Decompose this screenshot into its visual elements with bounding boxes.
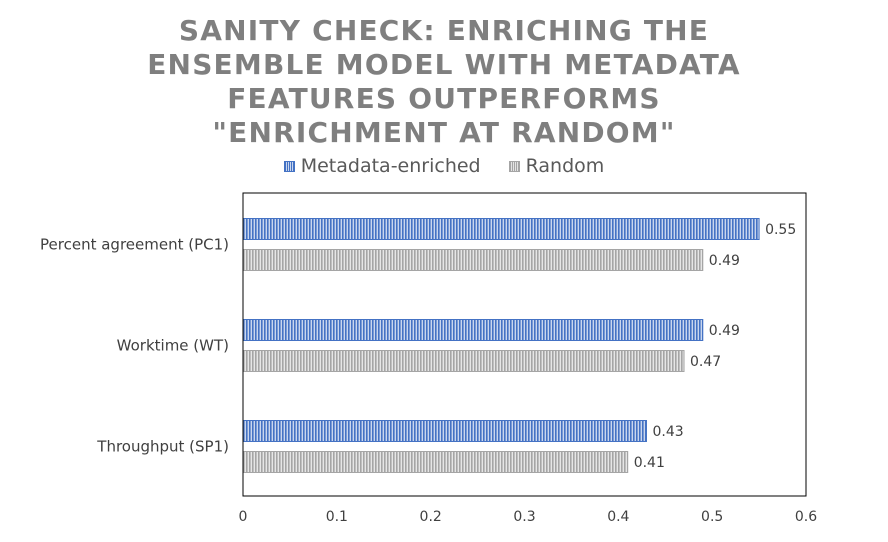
category-label: Percent agreement (PC1) [40, 236, 229, 254]
legend-label: Metadata-enriched [300, 155, 481, 177]
chart-title-line: "ENRICHMENT AT RANDOM" [212, 116, 676, 149]
x-tick-label: 0.1 [326, 509, 348, 525]
legend-item-metadata-enriched: Metadata-enriched [283, 155, 481, 177]
data-label: 0.43 [652, 424, 683, 440]
data-label: 0.49 [709, 253, 740, 269]
bar-metadata-enriched [242, 420, 647, 442]
x-tick-label: 0.4 [607, 509, 629, 525]
plot-area-border [242, 192, 807, 497]
bar-random [242, 350, 685, 372]
bars-group [242, 218, 760, 473]
bar-random [242, 249, 704, 271]
data-label: 0.49 [709, 323, 740, 339]
legend-label: Random [525, 155, 605, 177]
legend-swatch-metadata-enriched [283, 160, 295, 172]
data-label: 0.41 [634, 455, 665, 471]
data-label: 0.55 [765, 222, 796, 238]
chart-title-line: SANITY CHECK: ENRICHING THE [178, 14, 710, 47]
x-tick-label: 0 [239, 509, 248, 525]
category-label: Worktime (WT) [117, 337, 229, 355]
chart-title-line: ENSEMBLE MODEL WITH METADATA [147, 48, 741, 81]
x-tick-label: 0.2 [420, 509, 442, 525]
data-label: 0.47 [690, 354, 721, 370]
chart-title: SANITY CHECK: ENRICHING THE ENSEMBLE MOD… [0, 14, 888, 150]
category-label: Throughput (SP1) [96, 438, 229, 456]
bar-metadata-enriched [242, 319, 704, 341]
x-tick-label: 0.6 [795, 509, 817, 525]
labels-group: Percent agreement (PC1) 0.55 0.49 Worktime … [40, 222, 817, 525]
bar-metadata-enriched [242, 218, 760, 240]
chart-legend: Metadata-enriched Random [0, 155, 888, 177]
x-tick-label: 0.3 [513, 509, 535, 525]
legend-item-random: Random [508, 155, 605, 177]
legend-swatch-random [508, 160, 520, 172]
x-tick-label: 0.5 [701, 509, 723, 525]
bar-random [242, 451, 629, 473]
chart-title-line: FEATURES OUTPERFORMS [227, 82, 661, 115]
